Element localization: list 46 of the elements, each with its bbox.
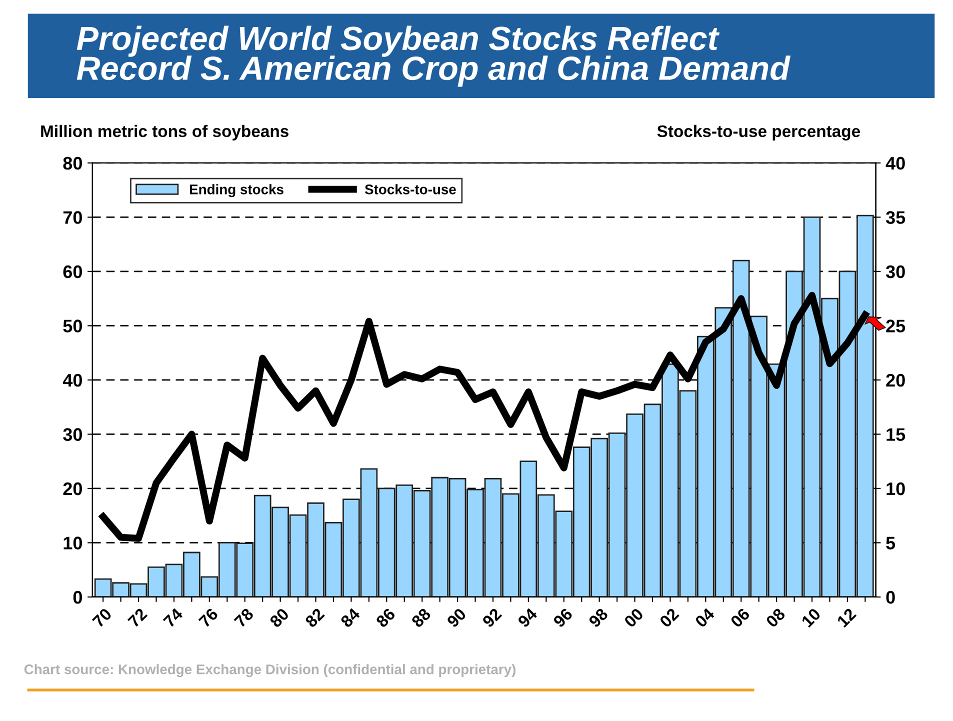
x-tick-label: 82 <box>304 607 325 628</box>
y-tick-label: 60 <box>63 265 82 278</box>
x-tick-label: 12 <box>836 607 857 628</box>
x-tick-label: 90 <box>446 608 467 628</box>
y-axis-title: Million metric tons of soybeans <box>41 124 288 140</box>
y2-tick-label: 30 <box>886 265 905 278</box>
y-tick-label: 0 <box>73 590 82 604</box>
y2-axis-title: Stocks-to-use percentage <box>657 124 860 141</box>
x-tick-label: 02 <box>658 607 680 628</box>
y2-tick-label: 10 <box>886 482 905 496</box>
y2-tick-label: 15 <box>886 428 906 441</box>
x-tick-label: 86 <box>375 607 396 628</box>
x-tick-label: 70 <box>92 608 112 628</box>
x-tick-label: 88 <box>410 607 432 628</box>
y-tick-label: 80 <box>63 156 82 170</box>
y2-tick-label: 40 <box>886 156 905 170</box>
legend-label: Stocks-to-use <box>364 184 456 194</box>
x-tick-label: 92 <box>482 607 502 628</box>
y2-tick-label: 35 <box>886 211 906 224</box>
x-tick-label: 80 <box>268 608 290 628</box>
x-tick-label: 94 <box>517 607 538 628</box>
x-tick-label: 10 <box>801 608 822 628</box>
x-tick-label: 96 <box>552 607 574 628</box>
x-tick-label: 84 <box>340 607 361 628</box>
x-tick-label: 74 <box>162 607 184 628</box>
y-tick-label: 30 <box>63 428 82 441</box>
y-tick-label: 40 <box>62 374 82 387</box>
y2-tick-label: 5 <box>886 536 896 550</box>
text: Chart source: Knowledge Exchange Division (confidential and proprietary) <box>24 664 516 678</box>
x-tick-label: 76 <box>198 607 219 628</box>
y-tick-label: 10 <box>64 536 82 550</box>
x-tick-label: 72 <box>127 607 148 628</box>
x-tick-label: 00 <box>624 608 644 628</box>
y2-tick-label: 0 <box>886 590 895 604</box>
x-tick-label: 98 <box>588 607 609 628</box>
y2-tick-label: 25 <box>886 320 906 332</box>
y-tick-label: 50 <box>63 320 82 332</box>
y-tick-label: 70 <box>63 211 82 224</box>
y-tick-label: 20 <box>63 482 82 496</box>
x-tick-label: 08 <box>765 607 786 628</box>
y2-tick-label: 20 <box>886 374 905 387</box>
legend-label: Ending stocks <box>190 184 284 198</box>
x-tick-label: 06 <box>730 607 750 628</box>
x-tick-label: 04 <box>694 607 716 628</box>
x-tick-label: 78 <box>234 607 254 628</box>
chart-title: Projected World Soybean Stocks Reflect Record S. American Crop and China Demand <box>76 26 791 87</box>
